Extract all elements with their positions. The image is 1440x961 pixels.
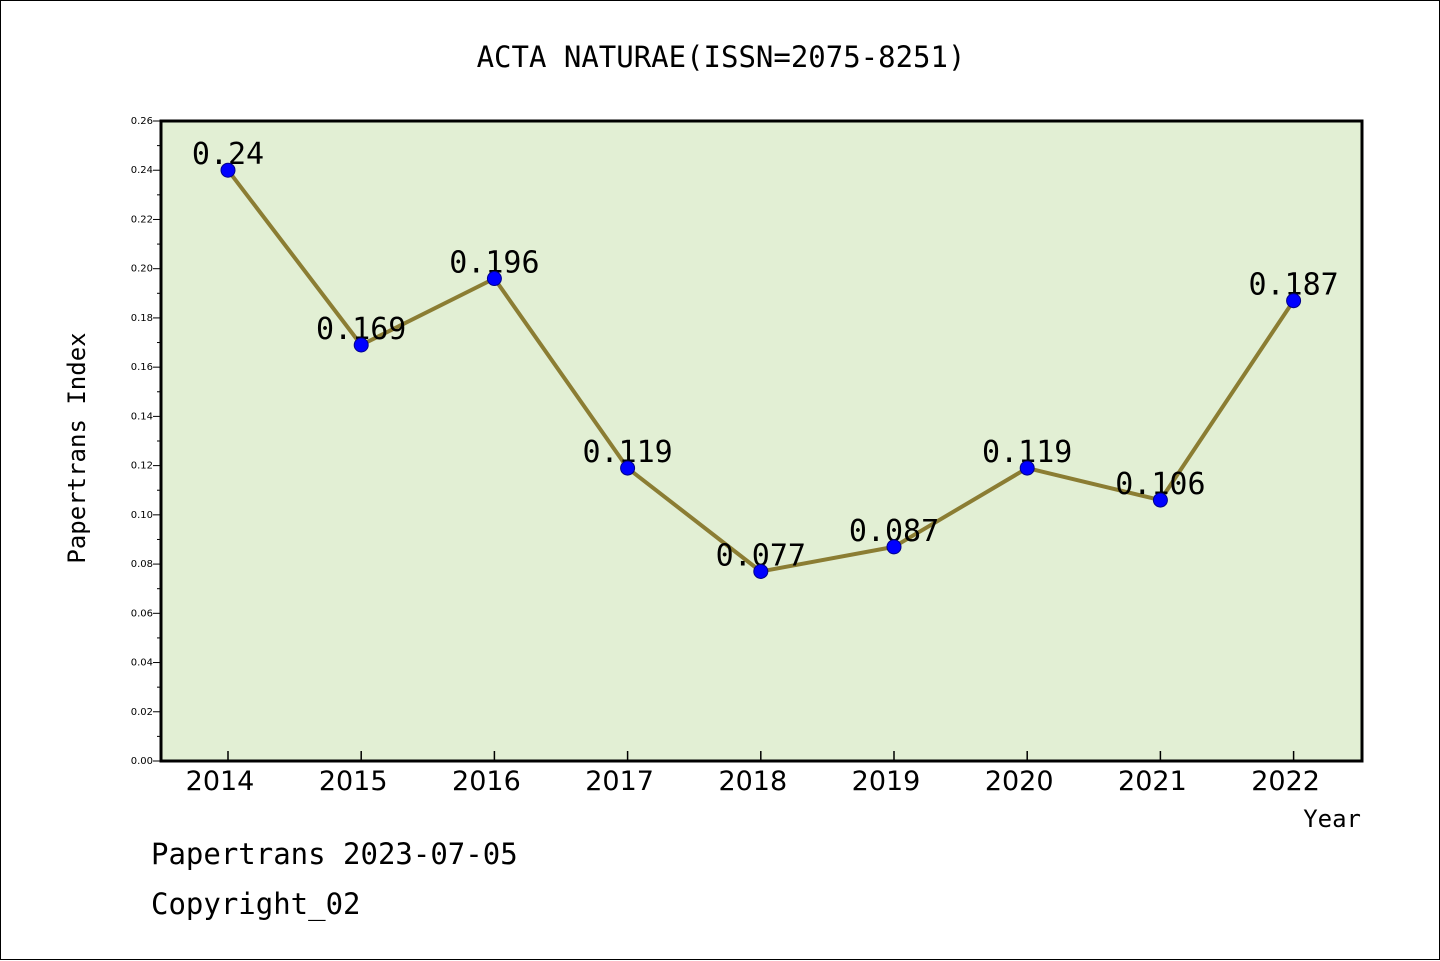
data-point	[1019, 460, 1035, 476]
footer-date: Papertrans 2023-07-05	[151, 837, 518, 871]
y-axis: 0.00 0.02 0.04 0.06 0.08 0.10 0.12 0.14 0.16 0.18…	[131, 116, 161, 767]
y-tick-label: 0.16	[131, 362, 153, 373]
x-tick-label: 2022	[1251, 766, 1320, 797]
y-tick-label: 0.06	[131, 608, 153, 619]
x-tick-label: 2015	[319, 766, 388, 797]
y-tick-label: 0.20	[131, 264, 153, 275]
y-tick-label: 0.22	[131, 214, 153, 225]
x-tick-label: 2021	[1118, 766, 1187, 797]
y-axis-label: Papertrans Index	[63, 332, 91, 563]
footer-copyright: Copyright_02	[151, 887, 361, 921]
x-tick-label: 2020	[985, 766, 1054, 797]
y-tick-label: 0.00	[131, 756, 153, 767]
x-axis-label: Year	[1303, 805, 1361, 833]
data-markers	[220, 162, 1302, 579]
x-tick-label: 2014	[186, 766, 255, 797]
x-tick-label: 2018	[718, 766, 787, 797]
data-point	[220, 162, 236, 178]
data-point	[1152, 492, 1168, 508]
y-tick-label: 0.04	[131, 658, 153, 669]
x-axis: 2014 2015 2016 2017 2018 2019 2020 2021 2022	[186, 751, 1320, 797]
x-tick-label: 2016	[452, 766, 521, 797]
chart-title: ACTA NATURAE(ISSN=2075-8251)	[477, 40, 966, 74]
plot-area	[159, 119, 1364, 763]
x-tick-label: 2019	[852, 766, 921, 797]
x-tick-label: 2017	[585, 766, 654, 797]
y-tick-label: 0.08	[131, 559, 153, 570]
y-tick-label: 0.24	[131, 165, 153, 176]
y-tick-label: 0.26	[131, 116, 153, 127]
data-labels: 0.240.1690.1960.1190.0770.0870.1190.1060…	[192, 137, 1339, 573]
y-tick-label: 0.18	[131, 313, 153, 324]
data-point	[620, 460, 636, 476]
data-point	[353, 337, 369, 353]
data-point	[486, 271, 502, 287]
data-point	[886, 539, 902, 555]
data-point	[1286, 293, 1302, 309]
y-tick-label: 0.02	[131, 707, 153, 718]
y-tick-label: 0.10	[131, 510, 153, 521]
data-point	[753, 563, 769, 579]
y-tick-label: 0.12	[131, 461, 153, 472]
y-tick-label: 0.14	[131, 411, 153, 422]
